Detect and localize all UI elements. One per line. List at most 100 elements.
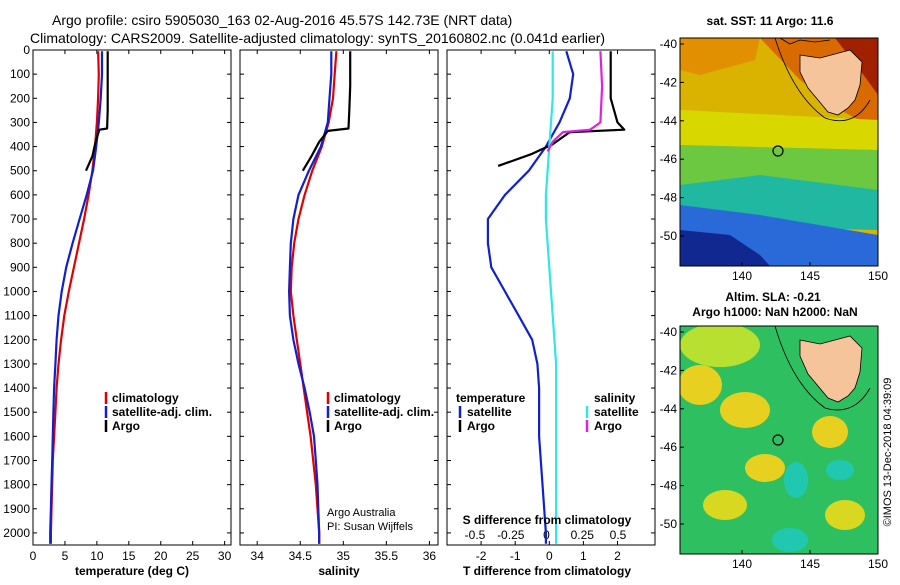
- x-tick-label: 20: [154, 549, 168, 563]
- sla-depth-contour: [774, 326, 871, 411]
- map-y-tick-label: -46: [660, 152, 678, 166]
- y-tick-label: 1100: [4, 309, 30, 323]
- legend-label-climatology: climatology: [112, 391, 179, 405]
- x-tick-label: 1: [580, 549, 587, 563]
- y-tick-label: 500: [10, 164, 30, 178]
- y-tick-label: 700: [10, 212, 30, 226]
- y-tick-label: 100: [10, 67, 30, 81]
- salinity-legend: climatology satellite-adj. clim. Argo Ar…: [326, 391, 434, 533]
- x-tick-label: 10: [90, 549, 104, 563]
- header-line-2: Climatology: CARS2009. Satellite-adjuste…: [30, 30, 605, 46]
- series-layer: [49, 50, 626, 544]
- difference-legend: temperature satellite Argo salinity sate…: [456, 391, 639, 433]
- salinity-panel-frame: [239, 49, 439, 546]
- victoria-coast: [779, 38, 831, 45]
- difference-top-axis-label: S difference from climatology: [463, 513, 632, 527]
- salinity-series-group: [288, 51, 352, 544]
- map-y-tick-label: -48: [660, 191, 678, 205]
- credit-line-1: Argo Australia: [327, 507, 396, 519]
- map-y-tick-label: -50: [660, 517, 678, 531]
- sst-depth-contour: [774, 38, 871, 122]
- x-tick-label: 36: [423, 549, 437, 563]
- y-tick-label: 900: [10, 260, 30, 274]
- x-tick-label: 15: [122, 549, 136, 563]
- tasmania-land: [799, 335, 863, 403]
- y-tick-label: 600: [10, 188, 30, 202]
- sst-map: [680, 38, 878, 266]
- sst-darkblue: [680, 230, 770, 266]
- map-x-tick-label: 150: [868, 269, 888, 283]
- sla-yellow-blob: [812, 416, 848, 448]
- y-tick-label: 1500: [3, 405, 30, 419]
- x-tick-label: 0: [30, 549, 37, 563]
- y-tick-label: 1600: [3, 429, 30, 443]
- imos-timestamp: ©IMOS 13-Dec-2018 04:39:09: [882, 378, 894, 527]
- y-tick-label: 800: [10, 236, 30, 250]
- x-tick-label: 35: [337, 549, 351, 563]
- y-tick-label: 1900: [3, 502, 30, 516]
- legend-title-temperature: temperature: [456, 391, 526, 405]
- difference-xlabel: T difference from climatology: [463, 564, 631, 578]
- sla-map-title-1: Altim. SLA: -0.21: [725, 290, 821, 304]
- legend-label-climatology: climatology: [334, 391, 401, 405]
- sst-hot-corner: [835, 38, 878, 95]
- sst-orange-west: [680, 38, 760, 75]
- x-tick-label: -2: [476, 549, 487, 563]
- y-tick-label: 1800: [3, 478, 30, 492]
- map-y-tick-label: -42: [660, 75, 678, 89]
- x-tick-label: 25: [186, 549, 200, 563]
- legend-label-satellite: satellite-adj. clim.: [112, 405, 212, 419]
- sst-map-title: sat. SST: 11 Argo: 11.6: [707, 14, 834, 28]
- credit-line-2: PI: Susan Wijffels: [327, 521, 413, 533]
- x-tick-label: 34: [251, 549, 265, 563]
- sla-cyan-blob: [772, 528, 808, 552]
- top-axis-tick-label: 0.5: [610, 528, 627, 542]
- y-tick-label: 1300: [3, 357, 30, 371]
- sla-yellow-blob: [720, 392, 770, 428]
- y-tick-label: 1400: [3, 381, 30, 395]
- sla-argo-marker: [772, 434, 784, 446]
- x-tick-label: 5: [62, 549, 69, 563]
- legend-label-sal-argo: Argo: [594, 419, 622, 433]
- header-line-1: Argo profile: csiro 5905030_163 02-Aug-2…: [52, 12, 512, 28]
- sla-map-title-2: Argo h1000: NaN h2000: NaN: [692, 305, 857, 319]
- y-tick-label: 2000: [3, 526, 30, 540]
- y-tick-label: 1000: [3, 284, 30, 298]
- x-tick-label: 30: [218, 549, 232, 563]
- sla-yellow-blob: [745, 454, 785, 482]
- map-y-tick-label: -50: [660, 229, 678, 243]
- y-tick-label: 400: [10, 140, 30, 154]
- map-y-tick-label: -40: [660, 325, 678, 339]
- salinity-series-argo: [301, 51, 352, 172]
- temperature-xlabel: temperature (deg C): [75, 564, 189, 578]
- map-y-tick-label: -40: [660, 37, 678, 51]
- map-x-tick-label: 150: [868, 557, 888, 571]
- difference-series-temperature-satellite: [486, 50, 575, 544]
- sla-yellow-blob: [825, 500, 865, 530]
- sst-yellow-band: [680, 110, 878, 150]
- difference-series-group: [486, 50, 626, 544]
- legend-label-satellite: satellite-adj. clim.: [334, 405, 434, 419]
- y-tick-label: 1200: [3, 333, 30, 347]
- map-x-tick-label: 140: [732, 557, 752, 571]
- sla-yellow-blob: [680, 326, 760, 367]
- sst-argo-marker: [772, 145, 784, 157]
- legend-label-sal-satellite: satellite: [594, 405, 639, 419]
- sla-yellow-blob: [703, 490, 747, 520]
- x-tick-label: 34.5: [289, 549, 313, 563]
- map-x-tick-label: 140: [732, 269, 752, 283]
- map-x-tick-label: 145: [800, 269, 820, 283]
- sla-map-frame: [679, 325, 879, 555]
- sst-map-frame: [679, 37, 879, 267]
- sla-axis-ticks: 140 145 150 -40 -42 -44 -46 -48 -50: [660, 325, 889, 571]
- legend-label-argo: Argo: [334, 419, 362, 433]
- sla-cyan-blob: [784, 462, 808, 498]
- map-y-tick-label: -42: [660, 363, 678, 377]
- map-y-tick-label: -48: [660, 479, 678, 493]
- x-tick-label: 0: [546, 549, 553, 563]
- temperature-panel-frame: [32, 49, 232, 546]
- sla-yellow-blob: [680, 365, 722, 405]
- x-tick-label: 35.5: [375, 549, 399, 563]
- map-y-tick-label: -46: [660, 440, 678, 454]
